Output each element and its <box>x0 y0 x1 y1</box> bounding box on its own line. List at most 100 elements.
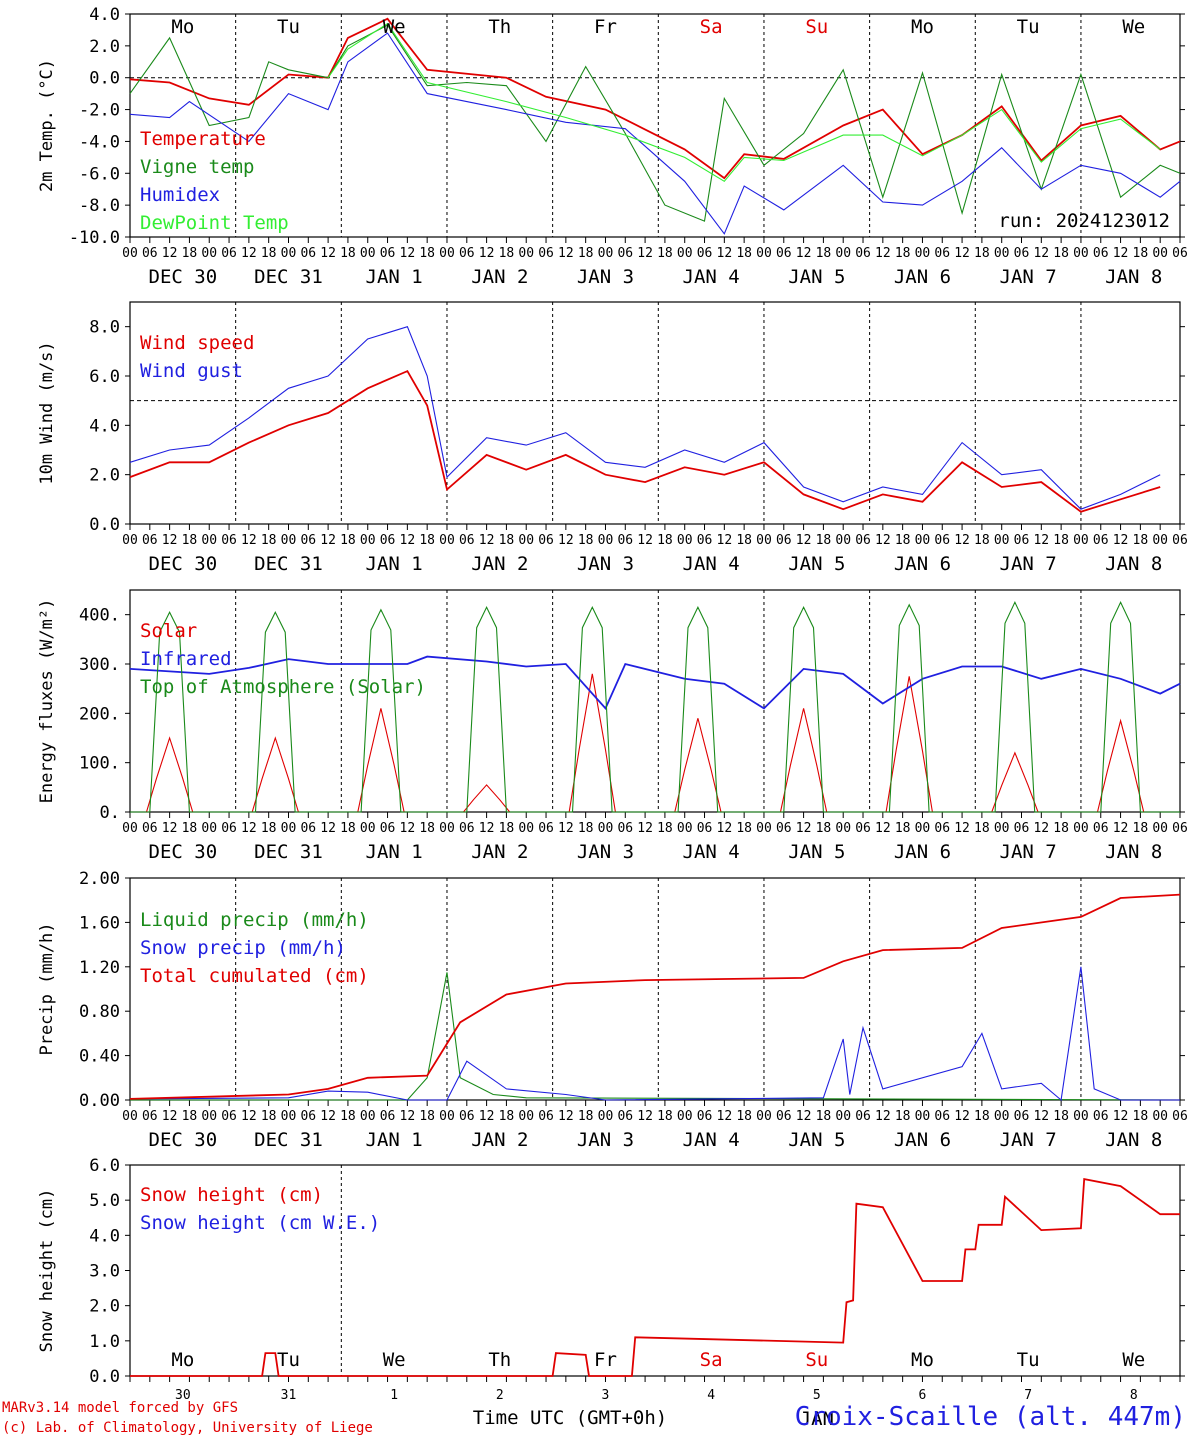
hour-tick-label: 18 <box>499 246 515 261</box>
hour-tick-label: 00 <box>281 246 297 261</box>
hour-tick-label: 06 <box>1014 821 1030 836</box>
y-tick-label: 1.60 <box>79 913 120 933</box>
hour-tick-label: 06 <box>617 821 633 836</box>
hour-tick-label: 00 <box>439 533 455 548</box>
bottom-day-label: 1 <box>390 1388 398 1403</box>
day-label: JAN 8 <box>1105 1129 1162 1151</box>
hour-tick-label: 06 <box>538 821 554 836</box>
legend-entry: Snow height (cm) <box>140 1184 323 1206</box>
hour-tick-label: 00 <box>756 1109 772 1124</box>
hour-tick-label: 06 <box>855 1109 871 1124</box>
day-label: JAN 1 <box>366 841 423 863</box>
hour-tick-label: 12 <box>954 533 970 548</box>
hour-tick-label: 18 <box>419 533 435 548</box>
day-label: DEC 30 <box>149 1129 218 1151</box>
hour-tick-label: 06 <box>459 821 475 836</box>
bottom-day-label: 30 <box>175 1388 191 1403</box>
hour-tick-label: 06 <box>380 533 396 548</box>
hour-tick-label: 06 <box>380 821 396 836</box>
hour-tick-label: 00 <box>360 821 376 836</box>
hour-tick-label: 06 <box>538 1109 554 1124</box>
hour-tick-label: 18 <box>499 821 515 836</box>
hour-tick-label: 00 <box>122 533 138 548</box>
hour-tick-label: 00 <box>518 821 534 836</box>
hour-tick-label: 18 <box>261 1109 277 1124</box>
hour-tick-label: 18 <box>895 1109 911 1124</box>
y-tick-label: 5.0 <box>89 1191 120 1211</box>
hour-tick-label: 18 <box>340 821 356 836</box>
hour-tick-label: 06 <box>855 821 871 836</box>
day-label: JAN 1 <box>366 1129 423 1151</box>
hour-tick-label: 00 <box>598 533 614 548</box>
plot-frame <box>129 301 1181 525</box>
hour-tick-label: 18 <box>182 821 198 836</box>
day-label: JAN 3 <box>577 553 634 575</box>
day-label: JAN 3 <box>577 841 634 863</box>
series-line-snow-precip-mm-h- <box>129 966 1180 1102</box>
legend-entry: Vigne temp <box>140 156 254 178</box>
hour-tick-label: 12 <box>400 1109 416 1124</box>
hour-tick-label: 18 <box>340 246 356 261</box>
hour-tick-label: 00 <box>201 821 217 836</box>
hour-tick-label: 06 <box>1014 246 1030 261</box>
y-tick-label: 100. <box>79 754 120 774</box>
hour-tick-label: 00 <box>835 821 851 836</box>
y-tick-label: -2.0 <box>79 101 120 121</box>
y-tick-label: 0.0 <box>89 1367 120 1387</box>
y-tick-label: 1.0 <box>89 1332 120 1352</box>
hour-tick-label: 18 <box>182 1109 198 1124</box>
hour-tick-label: 00 <box>518 246 534 261</box>
hour-tick-label: 12 <box>637 533 653 548</box>
weekday-label: We <box>383 16 406 38</box>
weekday-label: Tu <box>1017 16 1040 38</box>
y-tick-label: 2.0 <box>89 1297 120 1317</box>
weekday-label: Mo <box>171 1349 194 1371</box>
series-line-humidex <box>129 32 1181 235</box>
day-label: JAN 8 <box>1105 841 1162 863</box>
hour-tick-label: 00 <box>1073 821 1089 836</box>
hour-tick-label: 00 <box>281 1109 297 1124</box>
hour-tick-label: 12 <box>162 246 178 261</box>
hour-tick-label: 12 <box>400 246 416 261</box>
day-label: DEC 30 <box>149 841 218 863</box>
hour-tick-label: 00 <box>677 533 693 548</box>
hour-tick-label: 12 <box>320 1109 336 1124</box>
weekday-label: Sa <box>700 1349 723 1371</box>
weekday-label: Tu <box>277 1349 300 1371</box>
hour-tick-label: 12 <box>954 246 970 261</box>
y-axis-label: 2m Temp. (°C) <box>37 59 57 192</box>
hour-tick-label: 06 <box>1172 533 1188 548</box>
hour-tick-label: 06 <box>617 1109 633 1124</box>
hour-tick-label: 12 <box>162 533 178 548</box>
hour-tick-label: 18 <box>578 533 594 548</box>
hour-tick-label: 18 <box>974 533 990 548</box>
y-tick-label: 3.0 <box>89 1262 120 1282</box>
hour-tick-label: 06 <box>300 1109 316 1124</box>
hour-tick-label: 12 <box>558 821 574 836</box>
hour-tick-label: 06 <box>1093 533 1109 548</box>
hour-tick-label: 18 <box>578 821 594 836</box>
hour-tick-label: 06 <box>776 1109 792 1124</box>
lab-credit: (c) Lab. of Climatology, University of L… <box>2 1420 373 1436</box>
panel-5: 6.0 5.0 4.0 3.0 2.0 1.0 0.0 Snow height (cm) Sno… <box>37 1156 1185 1430</box>
hour-tick-label: 06 <box>459 1109 475 1124</box>
hour-tick-label: 18 <box>895 246 911 261</box>
hour-tick-label: 06 <box>142 1109 158 1124</box>
legend-entry: Wind gust <box>140 360 243 382</box>
hour-tick-label: 18 <box>182 246 198 261</box>
legend-entry: Liquid precip (mm/h) <box>140 909 369 931</box>
y-tick-label: 0. <box>100 803 120 823</box>
hour-tick-label: 00 <box>518 1109 534 1124</box>
series-line-liquid-precip-mm-h- <box>130 972 1181 1101</box>
hour-tick-label: 00 <box>598 1109 614 1124</box>
series-line-wind-speed <box>129 369 1161 513</box>
legend-entry: Infrared <box>140 648 232 670</box>
hour-tick-label: 18 <box>657 821 673 836</box>
hour-tick-label: 06 <box>300 821 316 836</box>
hour-tick-label: 18 <box>816 821 832 836</box>
hour-tick-label: 12 <box>558 533 574 548</box>
hour-tick-label: 12 <box>875 1109 891 1124</box>
series-line-vigne-temp <box>129 24 1181 222</box>
hour-tick-label: 06 <box>617 533 633 548</box>
hour-tick-label: 12 <box>1033 533 1049 548</box>
